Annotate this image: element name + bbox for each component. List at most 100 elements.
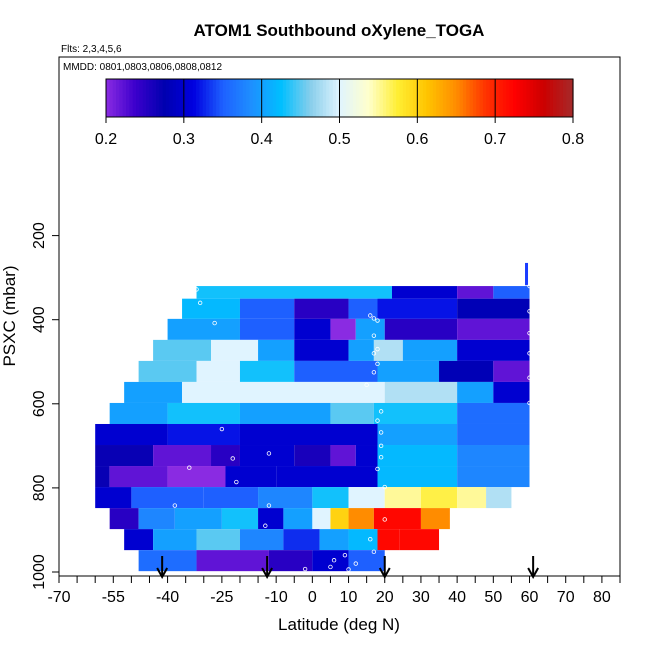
- sample-marker: [378, 455, 384, 460]
- heat-cell: [330, 445, 356, 467]
- colorbar-cell: [126, 79, 130, 117]
- heat-cell: [258, 508, 284, 530]
- heat-cell: [348, 529, 378, 551]
- colorbar-cell: [132, 79, 137, 117]
- heat-cell: [153, 445, 212, 467]
- flight-arrow-head: [527, 567, 540, 580]
- heat-cell: [239, 298, 295, 319]
- sample-marker: [382, 484, 387, 490]
- colorbar-cell: [116, 79, 120, 117]
- flight-arrow-head: [156, 567, 169, 580]
- heat-cell: [355, 318, 385, 340]
- heatmap-layer: [95, 262, 530, 572]
- heat-cell: [294, 339, 349, 361]
- sample-marker: [375, 361, 380, 367]
- colorbar-cell: [379, 79, 384, 117]
- colorbar-cell: [366, 79, 371, 117]
- heat-cell: [203, 487, 259, 509]
- x-tick-label: 80: [593, 589, 611, 606]
- colorbar-cell: [449, 79, 454, 117]
- y-tick-label: 400: [31, 306, 48, 333]
- heat-cell: [457, 445, 530, 467]
- heat-cell: [153, 339, 212, 361]
- sample-marker: [371, 333, 377, 338]
- x-tick-label: 0: [308, 589, 317, 606]
- heat-cell: [420, 487, 458, 509]
- colorbar-cell: [419, 79, 424, 117]
- heat-cell: [167, 402, 240, 424]
- heat-cell: [377, 529, 400, 551]
- colorbar-cell: [319, 79, 324, 117]
- sample-marker: [371, 370, 377, 375]
- x-tick-label: -55: [102, 589, 125, 606]
- heat-cell: [355, 445, 378, 467]
- x-tick-label: 50: [484, 589, 502, 606]
- heat-cell: [124, 529, 154, 551]
- colorbar-cell: [336, 79, 341, 117]
- sample-marker: [328, 564, 333, 570]
- colorbar-cell: [482, 79, 487, 117]
- colorbar-cell: [369, 79, 374, 117]
- sample-marker: [534, 481, 539, 486]
- colorbar-cell: [406, 79, 411, 117]
- colorbar-cell: [139, 79, 144, 117]
- colorbar-cell: [569, 79, 574, 117]
- heat-cell: [294, 360, 378, 382]
- heat-cell: [211, 339, 259, 361]
- colorbar: 0.2 0.3 0.4 0.5 0.6 0.7 0.8: [95, 78, 584, 148]
- colorbar-cell: [416, 79, 421, 117]
- colorbar-cell: [442, 79, 447, 117]
- colorbar-cell: [146, 79, 150, 117]
- colorbar-cell: [236, 79, 241, 117]
- heat-cell: [373, 339, 403, 361]
- colorbar-cell: [476, 79, 481, 117]
- sample-marker: [375, 318, 380, 323]
- colorbar-cell: [536, 79, 541, 117]
- heat-cell: [457, 298, 530, 319]
- heat-cell: [373, 508, 421, 530]
- colorbar-cell: [226, 79, 231, 117]
- colorbar-cell: [409, 79, 414, 117]
- colorbar-cell: [222, 79, 227, 117]
- heat-cell: [457, 466, 530, 488]
- marker-layer: [172, 283, 539, 572]
- sample-marker: [527, 330, 532, 336]
- colorbar-tick-label: 0.5: [328, 131, 350, 148]
- heat-cell: [196, 529, 240, 551]
- sample-marker: [375, 346, 380, 352]
- colorbar-cell: [332, 79, 337, 117]
- colorbar-cell: [432, 79, 437, 117]
- colorbar-tick-label: 0.2: [95, 131, 117, 148]
- colorbar-cell: [232, 79, 237, 117]
- colorbar-cell: [382, 79, 387, 117]
- chart-title: ATOM1 Southbound oXylene_TOGA: [194, 21, 485, 40]
- heat-cell: [312, 508, 331, 530]
- colorbar-cell: [519, 79, 524, 117]
- heat-cell: [457, 402, 530, 424]
- x-tick-label: 40: [448, 589, 466, 606]
- sample-marker: [378, 430, 384, 435]
- colorbar-cell: [176, 79, 180, 117]
- x-axis: -70 -55 -40 -25 -10 0 10 20 30 40 50 60 70 80: [47, 576, 621, 606]
- sample-marker: [194, 287, 199, 292]
- heat-cell: [95, 487, 132, 509]
- sample-marker: [371, 316, 377, 321]
- heat-cell: [402, 339, 458, 361]
- colorbar-cell: [532, 79, 537, 117]
- colorbar-cell: [249, 79, 254, 117]
- colorbar-cell: [529, 79, 534, 117]
- colorbar-cell: [472, 79, 477, 117]
- colorbar-cell: [322, 79, 327, 117]
- heat-cell: [348, 487, 385, 509]
- sample-marker: [527, 400, 532, 406]
- y-tick-label: 600: [31, 390, 48, 417]
- colorbar-cell: [122, 79, 127, 117]
- colorbar-cell: [566, 79, 571, 117]
- sample-marker: [187, 465, 192, 470]
- heat-cell: [153, 529, 197, 551]
- colorbar-cell: [469, 79, 474, 117]
- heat-cell: [493, 381, 530, 403]
- colorbar-cell: [196, 79, 200, 117]
- colorbar-cell: [166, 79, 170, 117]
- heat-cell: [348, 508, 374, 530]
